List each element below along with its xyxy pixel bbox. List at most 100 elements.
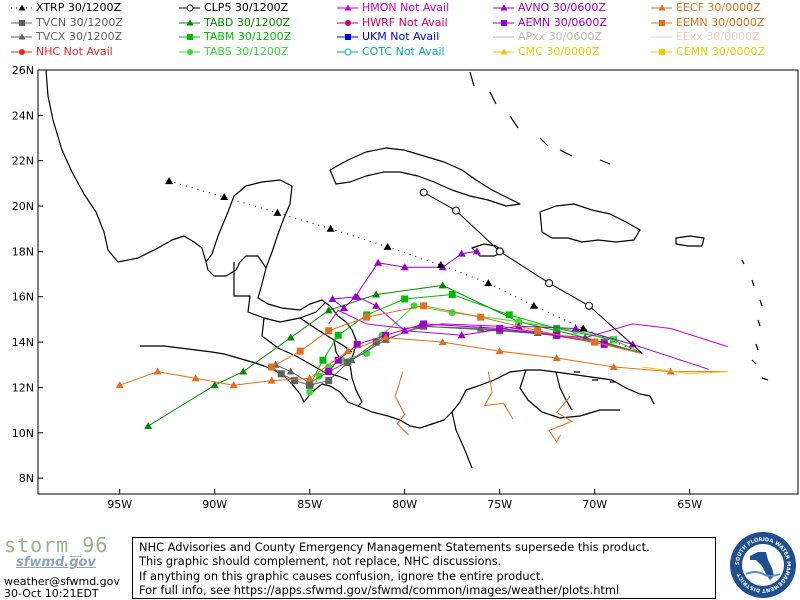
legend-swatch-icon: [651, 48, 672, 55]
track-point: [457, 249, 466, 257]
track-eemn-4: [548, 396, 574, 443]
legend-swatch-icon: [493, 48, 514, 54]
track-eemn-2: [394, 371, 409, 436]
track-point: [400, 263, 409, 271]
legend-label: HMON Not Avail: [362, 1, 450, 14]
track-line: [147, 284, 643, 427]
lat-label: 16N: [12, 291, 34, 304]
track-point: [476, 324, 485, 332]
legend-label: TVCN 30/1200Z: [36, 15, 123, 29]
track-point: [343, 347, 352, 355]
lon-label: 95W: [107, 498, 132, 511]
track-point: [328, 295, 337, 303]
track-point: [477, 313, 485, 321]
track-line: [483, 371, 514, 420]
legend-swatch-icon: [179, 4, 200, 12]
track-point: [351, 292, 360, 300]
hispaniola: [539, 203, 641, 243]
track-point: [144, 421, 153, 429]
track-point: [296, 347, 304, 355]
track-line: [328, 309, 728, 348]
track-line: [331, 250, 709, 370]
cuba: [329, 147, 521, 207]
track-point: [325, 327, 333, 335]
track-point: [401, 295, 409, 303]
track-line: [642, 366, 728, 375]
track-point: [448, 309, 456, 317]
track-point: [579, 324, 588, 332]
legend-swatch-icon: [11, 48, 32, 55]
track-point: [553, 324, 561, 332]
disclaimer-link-line[interactable]: For full info, see https://apps.sfwmd.go…: [139, 582, 620, 597]
track-point: [436, 260, 445, 268]
track-point: [220, 192, 229, 200]
track-line: [309, 305, 643, 393]
latitude-axis: 26N 24N 22N 20N 18N 16N 14N 12N 10N 8N: [12, 64, 43, 485]
track-point: [552, 353, 561, 361]
puerto-rico: [675, 235, 705, 247]
track-line: [309, 293, 643, 386]
contact-email[interactable]: weather@sfwmd.gov: [4, 575, 120, 588]
track-point: [372, 301, 381, 309]
legend-label: COTC Not Avail: [362, 44, 445, 58]
track-point: [115, 381, 124, 389]
track-point: [286, 333, 295, 341]
track-point: [534, 327, 542, 335]
lat-label: 26N: [12, 64, 34, 77]
track-point: [438, 338, 447, 346]
legend-label: CMC 30/0000Z: [518, 44, 600, 58]
legend-swatch-icon: [651, 4, 672, 11]
legend-swatch-icon: [179, 34, 200, 40]
legend-swatch-icon: [493, 36, 514, 38]
track-line: [423, 191, 643, 354]
track-map: 26N 24N 22N 20N 18N 16N 14N 12N 10N 8N 95W 90W 85W 8…: [12, 64, 799, 511]
legend-swatch-icon: [337, 19, 358, 26]
lat-label: 20N: [12, 200, 34, 213]
lon-label: 85W: [297, 498, 322, 511]
track-point: [420, 302, 428, 310]
track-point: [472, 247, 481, 255]
track-point: [448, 290, 456, 298]
track-point: [452, 206, 460, 215]
legend-label: EExx 30/0000Z: [676, 30, 760, 43]
track-clp5: [419, 188, 643, 354]
track-point: [484, 279, 493, 287]
track-hmon: [328, 309, 728, 348]
mexico-coastline: [45, 69, 293, 269]
track-eemn: [268, 302, 643, 371]
track-point: [609, 363, 618, 371]
track-point: [305, 374, 314, 382]
yucatan-peninsula: [140, 255, 363, 407]
legend-swatch-icon: [179, 19, 200, 25]
track-line: [548, 396, 574, 443]
track-point: [305, 378, 314, 386]
track-point: [363, 313, 371, 321]
longitude-axis: 95W 90W 85W 80W 75W 70W 65W: [107, 489, 702, 511]
lat-label: 22N: [12, 155, 34, 168]
legend-label: EECF 30/0000Z: [676, 1, 761, 14]
legend-label: APxx 30/0600Z: [518, 30, 602, 43]
map-frame: [37, 69, 799, 495]
track-point: [495, 247, 504, 256]
track-point: [585, 301, 593, 310]
legend-label: HWRF Not Avail: [362, 15, 448, 29]
legend-swatch-icon: [11, 4, 32, 11]
legend-swatch-icon: [11, 33, 32, 40]
legend-swatch-icon: [337, 48, 358, 55]
track-tvcn: [268, 322, 643, 389]
track-point: [306, 388, 314, 396]
sfwmd-seal-logo: SOUTH FLORIDA WATER MANAGEMENT DISTRICT: [730, 532, 796, 598]
track-cmc: [642, 366, 728, 375]
track-point: [325, 377, 333, 385]
brand-site-link[interactable]: sfwmd.gov: [16, 555, 96, 570]
legend-label: AEMN 30/0600Z: [518, 15, 607, 29]
legend-swatch-icon: [179, 48, 200, 55]
legend-label: EEMN 30/0000Z: [676, 15, 765, 29]
legend-swatch-icon: [337, 4, 358, 11]
track-point: [591, 338, 599, 346]
brand-block: storm_96 sfwmd.gov weather@sfwmd.gov 30-…: [4, 534, 130, 600]
track-point: [153, 367, 162, 375]
track-point: [191, 374, 200, 382]
model-legend: XTRP 30/1200Z CLP5 30/1200Z HMON Not Avail…: [0, 0, 800, 64]
track-point: [326, 224, 335, 232]
